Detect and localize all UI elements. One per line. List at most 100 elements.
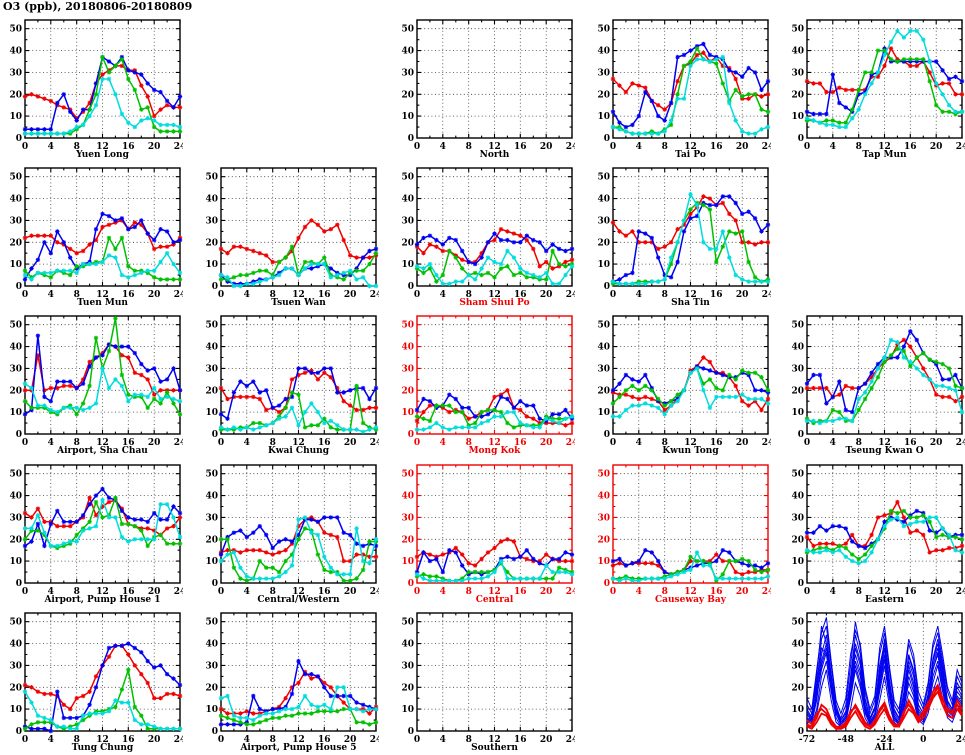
chart-tung-chung: 0 4 8 12 16 20 24 0 10 20 30 40 50 Tung Chung <box>0 603 186 753</box>
series-stn-10-line <box>806 643 963 722</box>
svg-text:0: 0 <box>798 579 804 589</box>
svg-text:30: 30 <box>9 216 22 226</box>
svg-text:40: 40 <box>791 343 804 353</box>
svg-text:20: 20 <box>736 587 749 597</box>
svg-text:8: 8 <box>466 587 472 597</box>
svg-text:20: 20 <box>930 142 943 152</box>
svg-text:20: 20 <box>205 535 218 545</box>
svg-text:40: 40 <box>9 343 22 353</box>
axis-tick-labels: 0 4 8 12 16 20 24 0 10 20 30 40 50 <box>791 470 965 597</box>
series-urban-3-line <box>806 689 963 730</box>
chart-title: Sha Tin <box>671 298 710 308</box>
svg-text:20: 20 <box>540 735 553 745</box>
svg-text:40: 40 <box>401 343 414 353</box>
series-day4-markers <box>610 366 771 419</box>
chart-canvas: 0 4 8 12 16 20 24 0 10 20 30 40 50 Mong Kok <box>401 315 578 456</box>
svg-text:20: 20 <box>344 438 357 448</box>
svg-text:20: 20 <box>930 438 943 448</box>
svg-text:0: 0 <box>804 142 810 152</box>
svg-text:0: 0 <box>798 727 804 737</box>
series-day1-markers <box>22 643 183 712</box>
chart-title: Central <box>476 595 514 605</box>
svg-text:0: 0 <box>604 134 610 144</box>
svg-text:24: 24 <box>174 290 183 300</box>
svg-text:20: 20 <box>401 386 414 396</box>
chart-title: Tap Mun <box>862 150 907 160</box>
svg-text:12: 12 <box>488 290 501 300</box>
svg-text:50: 50 <box>9 618 22 628</box>
chart-title: Kwai Chung <box>268 446 330 456</box>
svg-text:10: 10 <box>9 408 22 418</box>
axis-tick-labels: 0 4 8 12 16 20 24 0 10 20 30 40 50 <box>597 25 774 152</box>
svg-text:0: 0 <box>798 430 804 440</box>
svg-text:30: 30 <box>9 661 22 671</box>
grid-lines <box>807 316 962 434</box>
svg-text:4: 4 <box>636 438 642 448</box>
svg-text:50: 50 <box>9 470 22 480</box>
svg-text:24: 24 <box>370 290 379 300</box>
svg-text:4: 4 <box>440 142 446 152</box>
axis-tick-labels: 0 4 8 12 16 20 24 0 10 20 30 40 50 <box>205 618 382 745</box>
chart-title: Tsuen Wan <box>271 298 326 308</box>
chart-airport-pump-house-1: 0 4 8 12 16 20 24 0 10 20 30 40 50 Airport, Pump Hous… <box>0 455 186 605</box>
svg-text:24: 24 <box>566 142 575 152</box>
chart-north: 0 4 8 12 16 20 24 0 10 20 30 40 50 North <box>392 10 578 160</box>
svg-text:20: 20 <box>344 735 357 745</box>
svg-text:24: 24 <box>762 142 771 152</box>
svg-text:20: 20 <box>736 290 749 300</box>
series-day4-markers <box>414 248 575 286</box>
chart-tap-mun: 0 4 8 12 16 20 24 0 10 20 30 40 50 Tap Mun <box>782 10 965 160</box>
svg-text:0: 0 <box>212 430 218 440</box>
svg-text:20: 20 <box>9 238 22 248</box>
svg-text:30: 30 <box>9 364 22 374</box>
svg-text:24: 24 <box>566 735 575 745</box>
axis-ticks <box>416 20 573 139</box>
svg-text:10: 10 <box>597 260 610 270</box>
chart-title: Southern <box>471 743 518 753</box>
series-day4-markers <box>804 337 965 426</box>
svg-text:8: 8 <box>662 438 668 448</box>
series-day1-markers <box>414 388 575 428</box>
chart-canvas: 0 4 8 12 16 20 24 0 10 20 30 40 50 Airport, Sha Chau <box>9 315 186 456</box>
axis-tick-labels: 0 4 8 12 16 20 24 0 10 20 30 40 50 <box>9 25 186 152</box>
chart-canvas: 0 4 8 12 16 20 24 0 10 20 30 40 50 Tung Chung <box>9 612 186 753</box>
chart-canvas: 0 4 8 12 16 20 24 0 10 20 30 40 50 Sham Shui Po <box>401 167 578 308</box>
svg-text:10: 10 <box>791 705 804 715</box>
chart-yuen-long: 0 4 8 12 16 20 24 0 10 20 30 40 50 Yuen Long <box>0 10 186 160</box>
svg-text:10: 10 <box>401 408 414 418</box>
chart-title: Airport, Pump House 1 <box>43 595 160 605</box>
svg-text:12: 12 <box>878 438 891 448</box>
svg-text:50: 50 <box>597 173 610 183</box>
svg-text:0: 0 <box>218 290 224 300</box>
chart-all: -72 -48 -24 0 24 0 10 20 30 40 50 ALL <box>782 603 965 753</box>
svg-text:0: 0 <box>408 282 414 292</box>
svg-text:16: 16 <box>710 587 723 597</box>
series-day4-line <box>24 251 181 281</box>
svg-text:10: 10 <box>205 408 218 418</box>
chart-title: Central/Western <box>257 595 340 605</box>
svg-text:20: 20 <box>791 535 804 545</box>
series-day2-markers <box>218 366 379 421</box>
series-day4-markers <box>804 515 965 566</box>
svg-text:30: 30 <box>401 513 414 523</box>
svg-text:24: 24 <box>956 735 965 745</box>
svg-text:0: 0 <box>414 290 420 300</box>
svg-text:0: 0 <box>16 282 22 292</box>
series-urban-2-line <box>806 685 963 728</box>
axis-tick-labels: 0 4 8 12 16 20 24 0 10 20 30 40 50 <box>597 321 774 448</box>
svg-text:12: 12 <box>684 142 697 152</box>
svg-text:40: 40 <box>205 195 218 205</box>
svg-text:0: 0 <box>604 430 610 440</box>
svg-text:8: 8 <box>270 587 276 597</box>
svg-text:0: 0 <box>610 290 616 300</box>
grid-lines <box>417 20 572 138</box>
svg-text:20: 20 <box>205 386 218 396</box>
series-day4-markers <box>22 76 183 136</box>
chart-canvas: 0 4 8 12 16 20 24 0 10 20 30 40 50 Tap Mun <box>791 19 965 160</box>
chart-title: Mong Kok <box>469 446 522 456</box>
svg-text:20: 20 <box>597 238 610 248</box>
svg-text:20: 20 <box>401 238 414 248</box>
chart-canvas: -72 -48 -24 0 24 0 10 20 30 40 50 ALL <box>791 612 965 753</box>
svg-text:12: 12 <box>96 142 109 152</box>
series-day2-markers <box>22 333 183 417</box>
